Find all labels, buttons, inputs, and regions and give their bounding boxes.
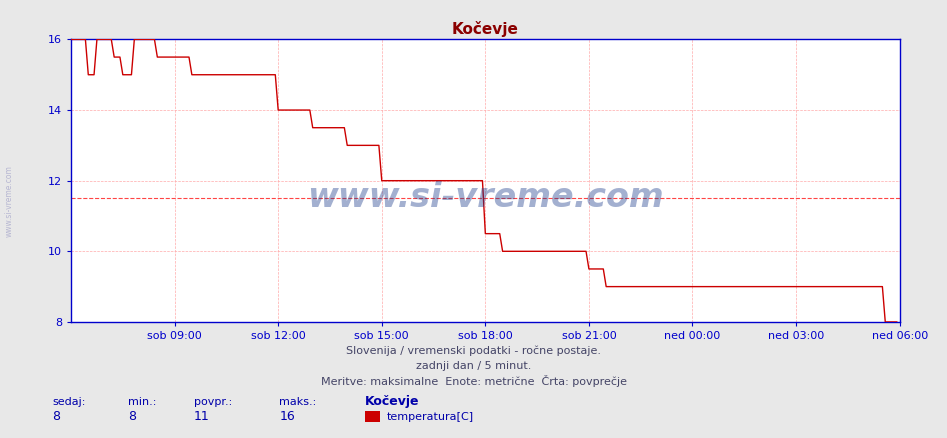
Text: www.si-vreme.com: www.si-vreme.com xyxy=(5,166,14,237)
Text: temperatura[C]: temperatura[C] xyxy=(386,412,474,422)
Text: Meritve: maksimalne  Enote: metrične  Črta: povprečje: Meritve: maksimalne Enote: metrične Črta… xyxy=(320,375,627,387)
Text: zadnji dan / 5 minut.: zadnji dan / 5 minut. xyxy=(416,361,531,371)
Text: sedaj:: sedaj: xyxy=(52,397,85,407)
Title: Kočevje: Kočevje xyxy=(452,21,519,37)
Text: Slovenija / vremenski podatki - ročne postaje.: Slovenija / vremenski podatki - ročne po… xyxy=(346,345,601,356)
Text: 8: 8 xyxy=(128,410,135,423)
Text: maks.:: maks.: xyxy=(279,397,316,407)
Text: 8: 8 xyxy=(52,410,60,423)
Text: 11: 11 xyxy=(194,410,210,423)
Text: www.si-vreme.com: www.si-vreme.com xyxy=(307,181,664,214)
Text: povpr.:: povpr.: xyxy=(194,397,232,407)
Text: 16: 16 xyxy=(279,410,295,423)
Text: min.:: min.: xyxy=(128,397,156,407)
Text: Kočevje: Kočevje xyxy=(365,395,420,408)
